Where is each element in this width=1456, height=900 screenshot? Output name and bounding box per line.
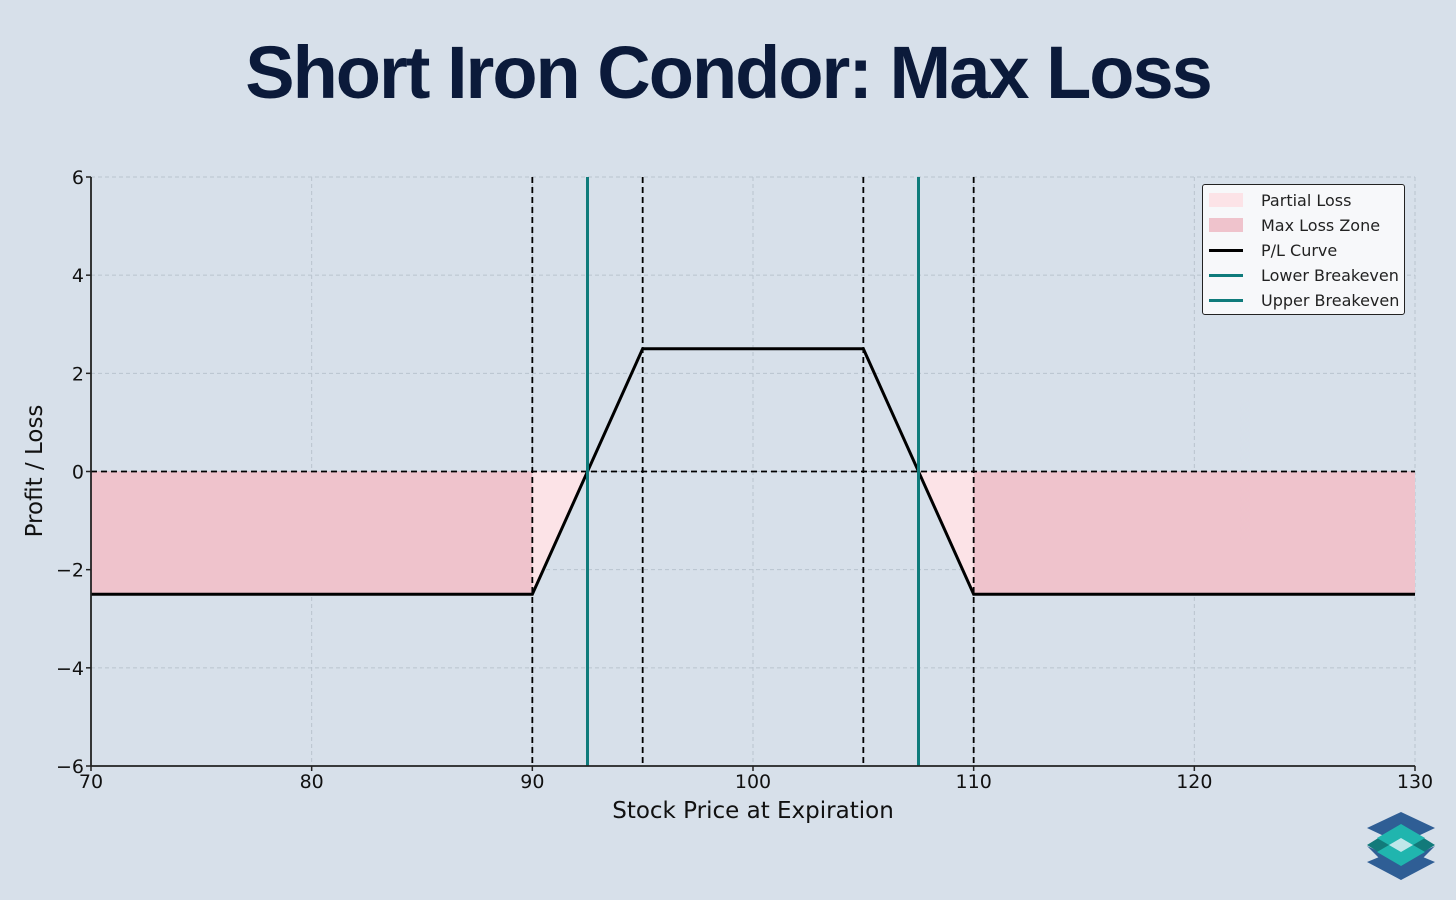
- legend-label: Upper Breakeven: [1261, 290, 1400, 310]
- svg-text:−4: −4: [56, 658, 84, 680]
- svg-text:0: 0: [72, 462, 84, 484]
- stacked-layers-icon: [1367, 812, 1435, 880]
- data-series: [91, 177, 1415, 766]
- svg-text:90: 90: [520, 771, 544, 793]
- reference-lines: [91, 177, 1415, 766]
- svg-text:80: 80: [300, 771, 324, 793]
- chart-title: Short Iron Condor: Max Loss: [245, 31, 1213, 114]
- legend: Partial Loss Max Loss Zone P/L Curve Low…: [1202, 184, 1405, 315]
- loss-fills: [91, 471, 1415, 595]
- svg-text:130: 130: [1397, 771, 1433, 793]
- legend-label: Max Loss Zone: [1261, 215, 1381, 235]
- svg-text:120: 120: [1176, 771, 1212, 793]
- svg-text:70: 70: [79, 771, 103, 793]
- svg-text:2: 2: [72, 363, 84, 385]
- tick-labels: 70 80 90 100 110 120 130 −6 −4 −2 0 2 4 6: [56, 167, 1433, 793]
- y-axis-label: Profit / Loss: [22, 405, 48, 538]
- legend-item-lower-breakeven: Lower Breakeven: [1209, 263, 1399, 287]
- pl-curve-line-icon: [1209, 248, 1243, 252]
- legend-item-pl-curve: P/L Curve: [1209, 238, 1337, 262]
- svg-text:−6: −6: [56, 756, 84, 778]
- legend-item-max-loss-zone: Max Loss Zone: [1209, 213, 1380, 237]
- legend-item-partial-loss: Partial Loss: [1209, 188, 1351, 212]
- max-loss-swatch-icon: [1209, 218, 1243, 232]
- legend-label: Lower Breakeven: [1261, 265, 1399, 285]
- lower-breakeven-line-icon: [1209, 273, 1243, 277]
- x-axis-label: Stock Price at Expiration: [612, 798, 894, 824]
- legend-label: P/L Curve: [1261, 240, 1338, 260]
- axes: [86, 176, 1416, 771]
- svg-text:4: 4: [72, 265, 84, 287]
- svg-text:−2: −2: [56, 560, 84, 582]
- legend-label: Partial Loss: [1261, 190, 1352, 210]
- legend-item-upper-breakeven: Upper Breakeven: [1209, 288, 1399, 312]
- partial-loss-swatch-icon: [1209, 193, 1243, 207]
- upper-breakeven-line-icon: [1209, 298, 1243, 302]
- svg-text:100: 100: [735, 771, 771, 793]
- svg-text:110: 110: [956, 771, 992, 793]
- svg-text:6: 6: [72, 167, 84, 189]
